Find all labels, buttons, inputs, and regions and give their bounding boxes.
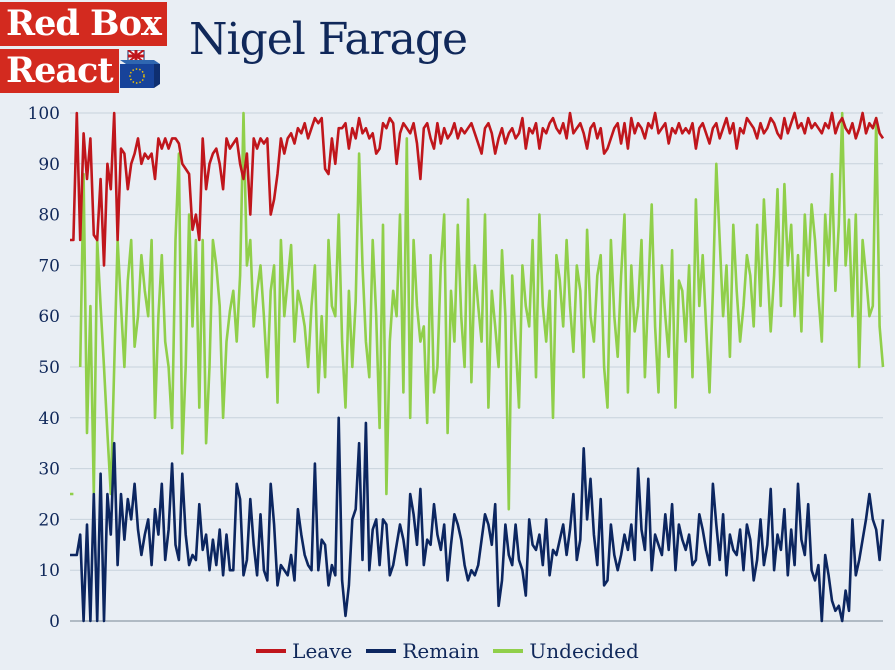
y-tick-labels: 0 10 20 30 40 50 60 70 80 90 100	[28, 104, 60, 632]
series-line-undecided	[70, 111, 885, 511]
legend-item-leave: Leave	[256, 639, 352, 663]
legend-swatch-remain	[366, 649, 397, 653]
series-line-leave	[70, 111, 885, 267]
y-tick-label-90: 90	[38, 155, 60, 175]
y-tick-label-30: 30	[38, 460, 60, 480]
legend-item-undecided: Undecided	[493, 639, 639, 663]
page-title: Nigel Farage	[189, 14, 468, 65]
y-tick-label-50: 50	[38, 358, 60, 378]
legend-label-leave: Leave	[292, 639, 353, 663]
y-tick-label-60: 60	[38, 307, 60, 327]
logo: Red Box React	[0, 0, 175, 95]
grid-layer	[70, 112, 883, 622]
y-tick-label-10: 10	[38, 561, 60, 581]
logo-red-box-text: Red Box	[0, 2, 167, 46]
series-line-remain	[70, 416, 885, 623]
legend-swatch-leave	[256, 649, 287, 653]
legend-swatch-undecided	[493, 649, 524, 653]
y-tick-label-80: 80	[38, 206, 60, 226]
y-tick-label-20: 20	[38, 510, 60, 530]
legend: Leave Remain Undecided	[0, 636, 895, 666]
legend-label-remain: Remain	[402, 639, 480, 663]
legend-item-remain: Remain	[366, 639, 479, 663]
y-tick-label-40: 40	[38, 409, 60, 429]
logo-react-text: React	[0, 49, 119, 93]
y-tick-label-70: 70	[38, 256, 60, 276]
ballot-box-icon	[120, 50, 160, 88]
y-tick-label-0: 0	[49, 612, 60, 632]
legend-label-undecided: Undecided	[529, 639, 639, 663]
y-tick-label-100: 100	[28, 104, 60, 124]
series-layer	[70, 111, 885, 623]
